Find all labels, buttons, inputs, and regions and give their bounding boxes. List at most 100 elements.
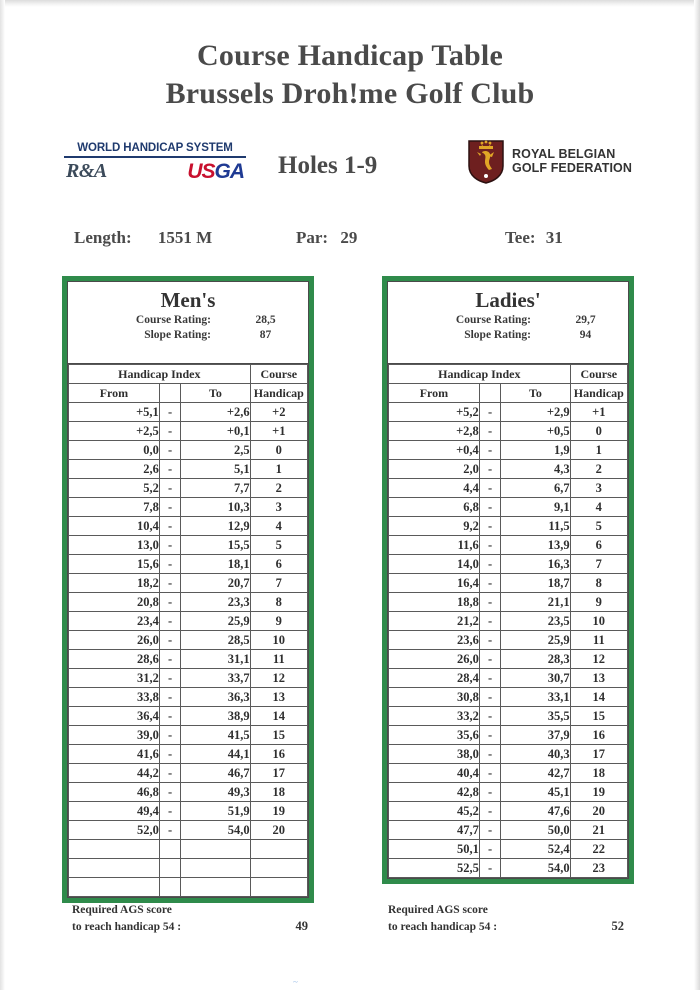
cell-index-from: 49,4 (68, 801, 160, 821)
ladies-slope-rating-label: Slope Rating: (464, 329, 531, 341)
cell-index-from: 38,0 (388, 744, 480, 764)
cell-index-from: 50,1 (388, 839, 480, 859)
tee-value: 31 (545, 228, 563, 247)
cell-course-handicap: 19 (569, 782, 629, 802)
cell-index-to: 49,3 (180, 782, 251, 802)
cell-range-dash: - (158, 402, 182, 422)
cell-course-handicap: 0 (569, 421, 629, 441)
table-row: 7,8-10,3 3 (68, 497, 309, 517)
table-row: 35,6-37,9 16 (388, 725, 629, 745)
mens-footer-line1: Required AGS score (72, 904, 172, 916)
cell-index-to: 41,5 (180, 725, 251, 745)
table-row: 15,6-18,1 6 (68, 554, 309, 574)
cell-range-dash: - (478, 744, 502, 764)
mens-card-header: Men's Course Rating: 28,5 Slope Rating: … (68, 282, 308, 364)
cell-index-from: 44,2 (68, 763, 160, 783)
cell-course-handicap: 14 (569, 687, 629, 707)
table-row: 46,8-49,3 18 (68, 782, 309, 802)
cell-course-handicap: 2 (569, 459, 629, 479)
par-value: 29 (340, 228, 358, 247)
cell-range-dash: - (158, 535, 182, 555)
mens-footer-score: 49 (295, 919, 309, 933)
cell-index-from: +0,4 (388, 440, 480, 460)
ladies-course-rating-row: Course Rating: 29,7 (388, 313, 628, 328)
cell-range-dash (158, 877, 182, 897)
cell-index-from: 41,6 (68, 744, 160, 764)
cell-course-handicap: 19 (249, 801, 309, 821)
table-row: 6,8-9,1 4 (388, 497, 629, 517)
table-row-empty (68, 877, 309, 897)
table-row-empty (68, 858, 309, 878)
cell-index-to: 52,4 (500, 839, 571, 859)
cell-index-from: 6,8 (388, 497, 480, 517)
mens-slope-rating-value: 87 (259, 329, 272, 341)
table-row: 33,8-36,3 13 (68, 687, 309, 707)
table-row: 28,6-31,1 11 (68, 649, 309, 669)
cell-index-from: 26,0 (68, 630, 160, 650)
cell-index-to: 33,7 (180, 668, 251, 688)
usga-logo-us: US (187, 159, 215, 183)
cell-index-from (68, 839, 160, 859)
cell-index-from: 20,8 (68, 592, 160, 612)
cell-course-handicap: 3 (569, 478, 629, 498)
cell-index-to: 21,1 (500, 592, 571, 612)
cell-course-handicap: 4 (569, 497, 629, 517)
cell-range-dash: - (158, 573, 182, 593)
cell-index-to: 37,9 (500, 725, 571, 745)
cell-range-dash: - (158, 782, 182, 802)
table-row: 13,0-15,5 5 (68, 535, 309, 555)
table-row: 2,6-5,1 1 (68, 459, 309, 479)
cell-index-from: 18,8 (388, 592, 480, 612)
cell-range-dash: - (158, 725, 182, 745)
cell-range-dash: - (478, 725, 502, 745)
mens-slope-rating-row: Slope Rating: 87 (68, 328, 308, 343)
cell-range-dash: - (158, 459, 182, 479)
cell-range-dash: - (478, 497, 502, 517)
length-value: 1551 M (157, 228, 213, 247)
table-row: 9,2-11,5 5 (388, 516, 629, 536)
cell-index-from: 5,2 (68, 478, 160, 498)
cell-index-to: 9,1 (500, 497, 571, 517)
cell-range-dash: - (478, 592, 502, 612)
cell-course-handicap: 1 (249, 459, 309, 479)
cell-index-from: 46,8 (68, 782, 160, 802)
cell-index-from: 31,2 (68, 668, 160, 688)
cell-course-handicap: +2 (249, 402, 309, 422)
cell-range-dash: - (478, 763, 502, 783)
cell-course-handicap: 12 (569, 649, 629, 669)
ladies-to-header: To (500, 383, 571, 403)
cell-range-dash: - (158, 440, 182, 460)
cell-index-to: 13,9 (500, 535, 571, 555)
table-row: +2,5- +0,1 +1 (68, 421, 309, 441)
cell-course-handicap: 10 (569, 611, 629, 631)
cell-index-to: 12,9 (180, 516, 251, 536)
cell-index-from: 35,6 (388, 725, 480, 745)
tee-label: Tee: (505, 228, 536, 247)
table-row: 52,5-54,0 23 (388, 858, 629, 878)
cell-range-dash: - (158, 630, 182, 650)
cell-course-handicap (249, 839, 309, 859)
table-row: 38,0-40,3 17 (388, 744, 629, 764)
scan-edge-top (0, 0, 700, 7)
ladies-footer-line1: Required AGS score (388, 904, 488, 916)
cell-course-handicap: 9 (249, 611, 309, 631)
usga-logo-ga: GA (214, 159, 245, 183)
length-label: Length: (74, 228, 132, 247)
cell-range-dash (158, 839, 182, 859)
cell-index-to: 42,7 (500, 763, 571, 783)
cell-range-dash: - (478, 516, 502, 536)
cell-index-from: 11,6 (388, 535, 480, 555)
cell-course-handicap: 7 (569, 554, 629, 574)
table-row: 0,0-2,5 0 (68, 440, 309, 460)
table-row: 49,4-51,9 19 (68, 801, 309, 821)
cell-course-handicap: 3 (249, 497, 309, 517)
table-row: +2,8- +0,5 0 (388, 421, 629, 441)
length-field: Length: 1551 M (74, 228, 212, 248)
cell-index-to: 1,9 (500, 440, 571, 460)
ladies-footer-score: 52 (611, 919, 625, 933)
cell-index-to: 44,1 (180, 744, 251, 764)
cell-index-to: +2,9 (500, 402, 571, 422)
usga-logo: USGA (187, 159, 245, 184)
table-row: 23,6-25,9 11 (388, 630, 629, 650)
table-row: 40,4-42,7 18 (388, 763, 629, 783)
